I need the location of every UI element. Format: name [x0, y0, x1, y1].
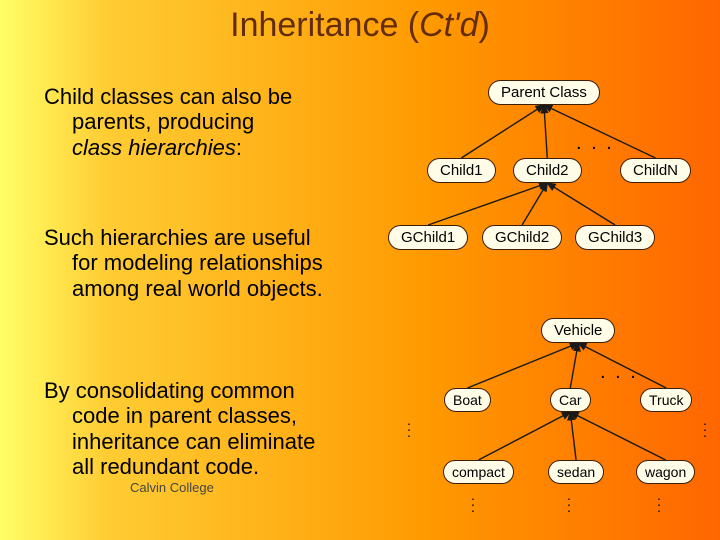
p2-line2: for modeling relationships	[72, 250, 323, 275]
paragraph-1: Child classes can also be parents, produ…	[30, 84, 390, 160]
vellipsis-icon: ...	[407, 417, 411, 435]
vellipsis-icon: ...	[703, 417, 707, 435]
ellipsis-d2: . . .	[600, 361, 638, 384]
p2-line1: Such hierarchies are useful	[44, 225, 311, 250]
slide-title: Inheritance (Ct'd)	[0, 6, 720, 45]
paragraph-2: Such hierarchies are useful for modeling…	[30, 225, 390, 301]
node-parent-class: Parent Class	[488, 80, 600, 105]
paragraph-3: By consolidating common code in parent c…	[30, 378, 390, 479]
vellipsis-icon: ...	[471, 492, 475, 510]
node-gchild2: GChild2	[482, 225, 562, 250]
ellipsis-d1: . . .	[576, 132, 614, 155]
p3-line3: inheritance can eliminate	[72, 429, 315, 454]
node-wagon: wagon	[636, 460, 695, 484]
p3-line2: code in parent classes,	[72, 403, 297, 428]
node-truck: Truck	[640, 388, 692, 412]
p3-line1: By consolidating common	[44, 378, 295, 403]
p1-line2: parents, producing	[72, 109, 254, 134]
p2-line3: among real world objects.	[72, 276, 323, 301]
node-childN: ChildN	[620, 158, 691, 183]
p1-line1: Child classes can also be	[44, 84, 292, 109]
node-child1: Child1	[427, 158, 496, 183]
node-sedan: sedan	[548, 460, 604, 484]
title-open: (	[408, 6, 419, 44]
p1-colon: :	[236, 135, 242, 160]
title-ital: Ct'd	[419, 6, 478, 44]
vellipsis-icon: ...	[567, 492, 571, 510]
node-gchild3: GChild3	[575, 225, 655, 250]
node-child2: Child2	[513, 158, 582, 183]
title-close: )	[479, 6, 490, 44]
node-boat: Boat	[444, 388, 491, 412]
p1-line3-ital: class hierarchies	[72, 135, 236, 160]
vellipsis-icon: ...	[657, 492, 661, 510]
node-compact: compact	[443, 460, 514, 484]
node-car: Car	[550, 388, 591, 412]
node-vehicle: Vehicle	[541, 318, 615, 343]
footer-text: Calvin College	[130, 480, 214, 495]
node-gchild1: GChild1	[388, 225, 468, 250]
p3-line4: all redundant code.	[72, 454, 259, 479]
title-prefix: Inheritance	[230, 6, 408, 44]
